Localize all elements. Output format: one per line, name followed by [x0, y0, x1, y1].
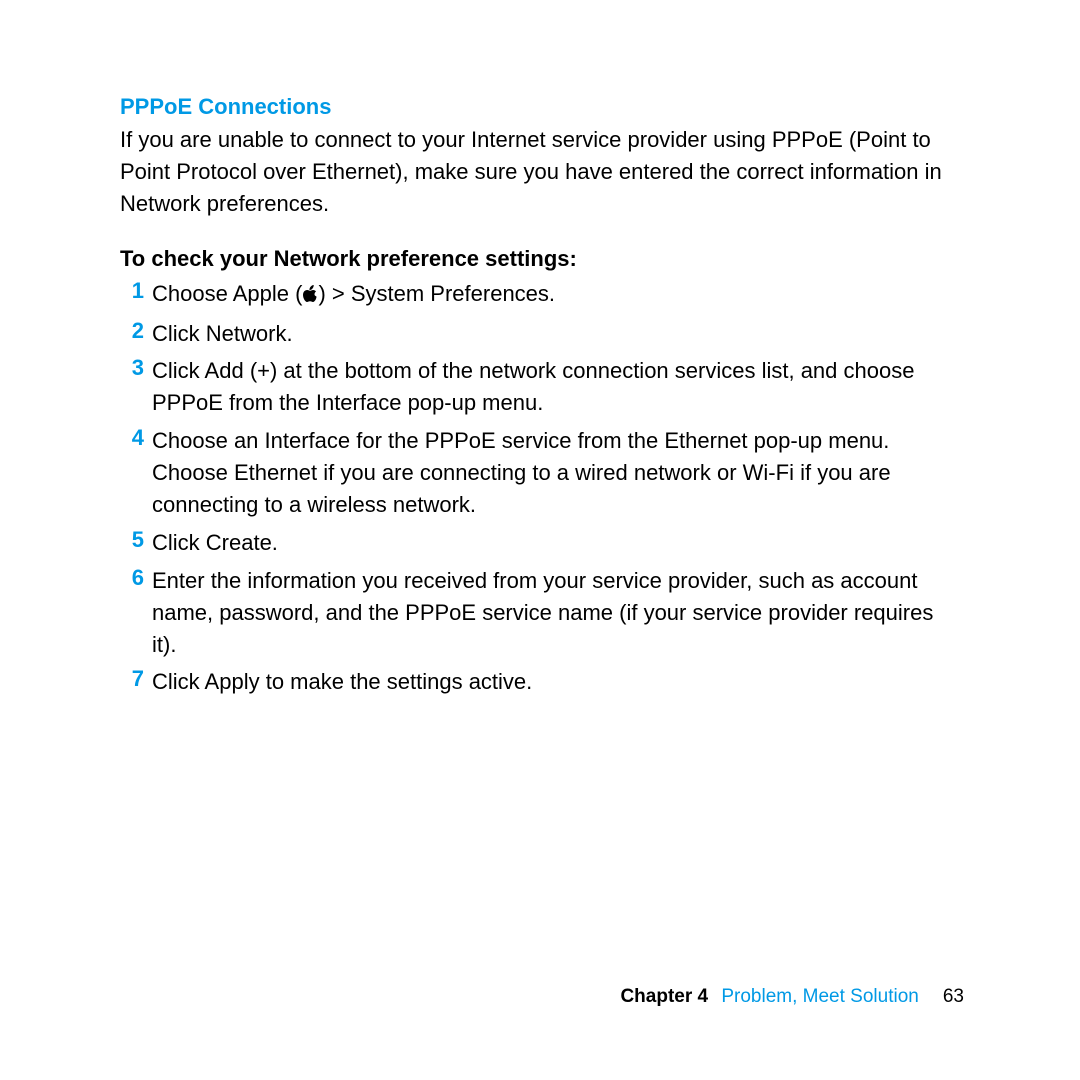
page-content: PPPoE Connections If you are unable to c… — [0, 0, 1080, 698]
step-text: Choose an Interface for the PPPoE servic… — [152, 425, 960, 521]
page-footer: Chapter 4 Problem, Meet Solution 63 — [620, 986, 964, 1008]
step-text: Click Add (+) at the bottom of the netwo… — [152, 355, 960, 419]
steps-list: 1 Choose Apple () > System Preferences. … — [120, 278, 960, 699]
chapter-label: Chapter 4 — [620, 986, 708, 1007]
step-text: Enter the information you received from … — [152, 565, 960, 661]
steps-heading: To check your Network preference setting… — [120, 246, 960, 272]
chapter-title: Problem, Meet Solution — [721, 986, 919, 1007]
step-number: 3 — [120, 355, 144, 419]
step-text: Click Network. — [152, 318, 960, 350]
step-text: Click Apply to make the settings active. — [152, 666, 960, 698]
step-number: 1 — [120, 278, 144, 312]
intro-paragraph: If you are unable to connect to your Int… — [120, 124, 960, 220]
step-item: 2 Click Network. — [152, 318, 960, 350]
section-heading: PPPoE Connections — [120, 94, 960, 120]
step-item: 4 Choose an Interface for the PPPoE serv… — [152, 425, 960, 521]
step-text: Click Create. — [152, 527, 960, 559]
step-number: 7 — [120, 666, 144, 698]
step-item: 6 Enter the information you received fro… — [152, 565, 960, 661]
step-number: 5 — [120, 527, 144, 559]
page-number: 63 — [943, 986, 964, 1008]
footer-chapter: Chapter 4 Problem, Meet Solution — [620, 986, 918, 1008]
step-item: 3 Click Add (+) at the bottom of the net… — [152, 355, 960, 419]
step-item: 5 Click Create. — [152, 527, 960, 559]
step-item: 1 Choose Apple () > System Preferences. — [152, 278, 960, 312]
step-item: 7 Click Apply to make the settings activ… — [152, 666, 960, 698]
step-number: 6 — [120, 565, 144, 661]
step-number: 4 — [120, 425, 144, 521]
apple-logo-icon — [302, 280, 318, 312]
step-text: Choose Apple () > System Preferences. — [152, 278, 960, 312]
step-number: 2 — [120, 318, 144, 350]
